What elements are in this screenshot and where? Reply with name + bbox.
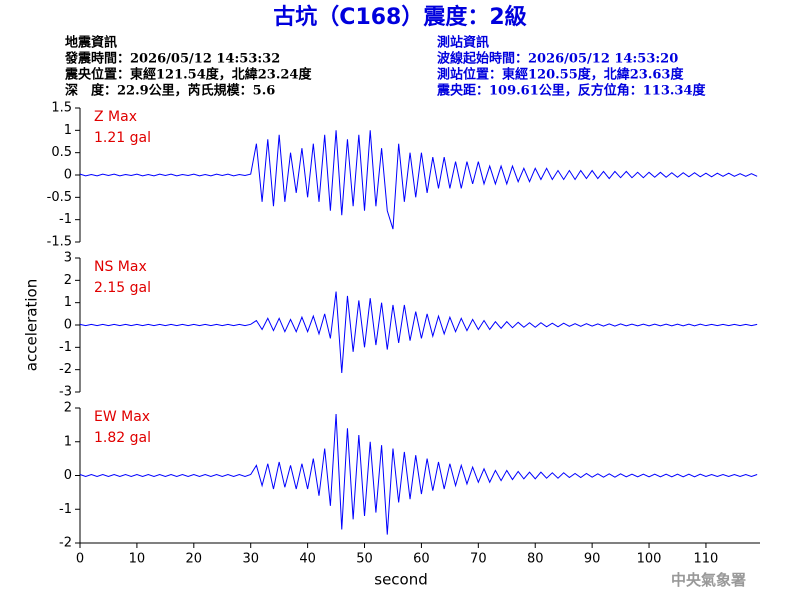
y-tick-label: 1 [64,123,72,138]
max-value: 1.21 gal [94,130,151,146]
waveform [79,291,758,374]
x-tick-label: 10 [129,552,146,567]
header-right: 測站資訊 [437,35,489,51]
header-right: 測站位置：東經120.55度，北緯23.63度 [437,67,684,83]
x-tick-label: 0 [76,552,84,567]
y-tick-label: 3 [64,251,72,266]
y-axis-label: acceleration [23,279,41,371]
header-left: 地震資訊 [65,35,117,51]
max-label: EW Max [94,409,150,425]
x-tick-label: 70 [470,552,487,567]
y-tick-label: 0.5 [51,145,72,160]
y-tick-label: 2 [64,273,72,288]
max-value: 1.82 gal [94,430,151,446]
x-tick-label: 40 [299,552,316,567]
y-tick-label: -0.5 [47,190,72,205]
x-tick-label: 60 [413,552,430,567]
y-tick-label: -2 [59,536,72,551]
max-label: Z Max [94,109,137,125]
header-right: 震央距：109.61公里，反方位角：113.34度 [436,83,707,99]
y-tick-label: -1.5 [47,235,72,250]
header-left: 震央位置：東經121.54度，北緯23.24度 [64,67,312,83]
x-tick-label: 100 [637,552,662,567]
x-axis-label: second [374,571,428,589]
footer: 中央氣象署 [671,571,746,589]
x-tick-label: 90 [584,552,601,567]
waveform [79,130,758,230]
waveform [79,414,758,535]
y-tick-label: 2 [64,401,72,416]
y-tick-label: -2 [59,362,72,377]
x-tick-label: 110 [694,552,719,567]
title: 古坑（C168）震度：2級 [273,4,526,30]
x-tick-label: 30 [242,552,259,567]
y-tick-label: 0 [64,318,72,333]
y-tick-label: 1 [64,295,72,310]
y-tick-label: -1 [59,340,72,355]
x-tick-label: 20 [186,552,203,567]
max-label: NS Max [94,259,147,275]
y-tick-label: 0 [64,468,72,483]
y-tick-label: -3 [59,385,72,400]
header-right: 波線起始時間：2026/05/12 14:53:20 [437,51,678,67]
y-tick-label: 0 [64,168,72,183]
header-left: 發震時間：2026/05/12 14:53:32 [64,51,280,67]
max-value: 2.15 gal [94,280,151,296]
y-tick-label: -1 [59,212,72,227]
y-tick-label: 1 [64,434,72,449]
y-tick-label: -1 [59,502,72,517]
header-left: 深 度：22.9公里，芮氏規模：5.6 [65,83,275,99]
x-tick-label: 50 [356,552,373,567]
y-tick-label: 1.5 [51,101,72,116]
x-tick-label: 80 [527,552,544,567]
